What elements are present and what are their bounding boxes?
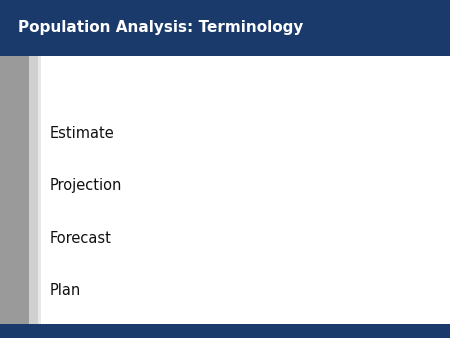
Text: Population Analysis: Terminology: Population Analysis: Terminology bbox=[18, 20, 303, 35]
Bar bbox=[40, 56, 450, 324]
Text: Projection: Projection bbox=[50, 178, 122, 193]
Bar bbox=[29, 56, 38, 324]
Bar bbox=[0, 0, 450, 56]
Text: Estimate: Estimate bbox=[50, 126, 114, 141]
Bar bbox=[0, 324, 450, 338]
Text: Forecast: Forecast bbox=[50, 231, 112, 246]
Bar bbox=[0, 56, 29, 324]
Text: Plan: Plan bbox=[50, 283, 81, 298]
Bar bbox=[0, 56, 450, 324]
